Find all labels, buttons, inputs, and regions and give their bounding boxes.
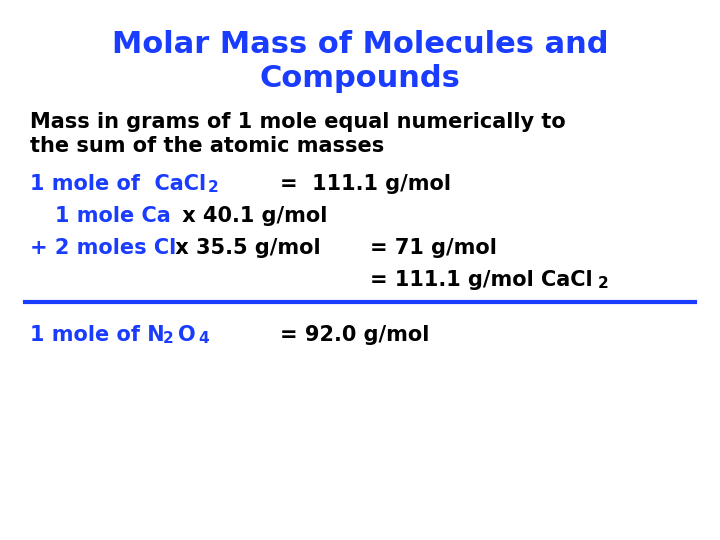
Text: x 35.5 g/mol: x 35.5 g/mol [168,238,320,258]
Text: 4: 4 [198,331,209,346]
Text: 1 mole of  CaCl: 1 mole of CaCl [30,174,206,194]
Text: Molar Mass of Molecules and: Molar Mass of Molecules and [112,30,608,59]
Text: Mass in grams of 1 mole equal numerically to: Mass in grams of 1 mole equal numericall… [30,112,566,132]
Text: 2: 2 [208,180,219,195]
Text: the sum of the atomic masses: the sum of the atomic masses [30,136,384,156]
Text: O: O [178,325,196,345]
Text: = 92.0 g/mol: = 92.0 g/mol [280,325,429,345]
Text: =  111.1 g/mol: = 111.1 g/mol [280,174,451,194]
Text: 2: 2 [163,331,174,346]
Text: = 71 g/mol: = 71 g/mol [370,238,497,258]
Text: Compounds: Compounds [260,64,460,93]
Text: 1 mole of N: 1 mole of N [30,325,165,345]
Text: 1 mole Ca: 1 mole Ca [55,206,171,226]
Text: x 40.1 g/mol: x 40.1 g/mol [175,206,328,226]
Text: 2: 2 [598,276,608,291]
Text: = 111.1 g/mol CaCl: = 111.1 g/mol CaCl [370,270,593,290]
Text: + 2 moles Cl: + 2 moles Cl [30,238,176,258]
